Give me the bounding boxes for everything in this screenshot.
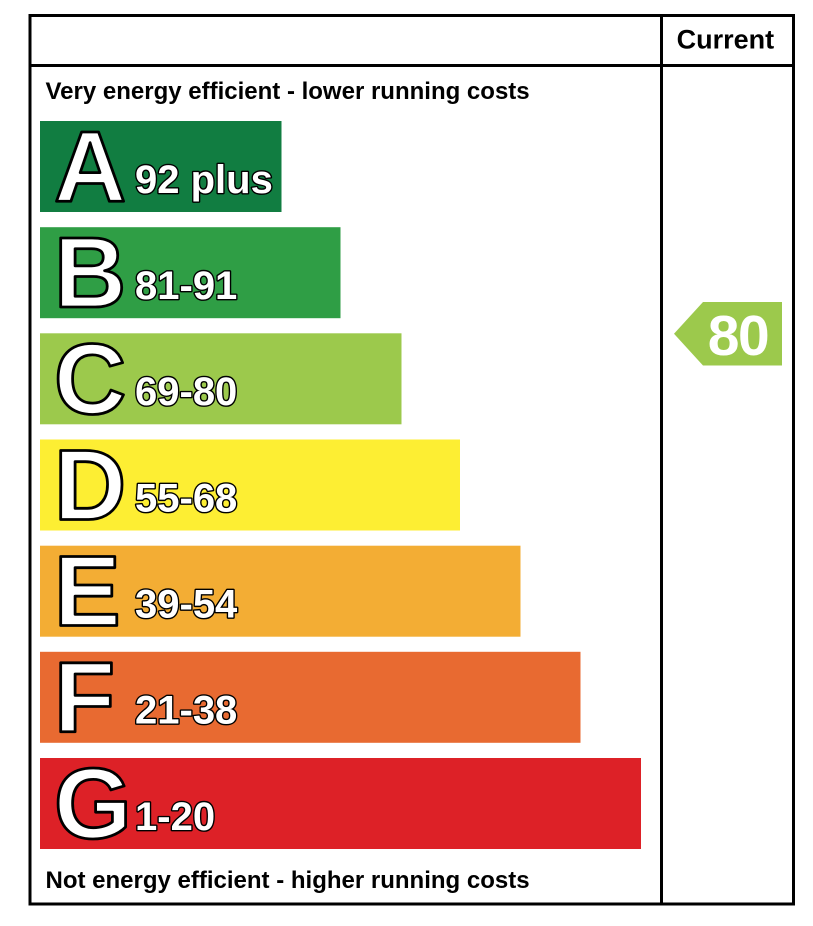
- svg-text:1-20: 1-20: [135, 795, 215, 839]
- svg-text:92 plus: 92 plus: [135, 158, 273, 202]
- svg-text:21-38: 21-38: [135, 689, 237, 733]
- svg-text:G: G: [54, 748, 132, 860]
- svg-text:C: C: [54, 323, 126, 435]
- svg-text:80: 80: [708, 304, 768, 368]
- svg-text:A: A: [54, 111, 126, 223]
- svg-text:81-91: 81-91: [135, 264, 237, 308]
- svg-text:Very energy efficient - lower: Very energy efficient - lower running co…: [46, 78, 530, 105]
- svg-text:F: F: [54, 642, 115, 754]
- svg-text:39-54: 39-54: [135, 583, 238, 627]
- svg-text:E: E: [54, 536, 121, 648]
- svg-text:55-68: 55-68: [135, 476, 237, 520]
- svg-text:B: B: [54, 217, 126, 329]
- svg-text:Not energy efficient - higher: Not energy efficient - higher running co…: [46, 867, 530, 894]
- svg-text:69-80: 69-80: [135, 370, 237, 414]
- svg-text:Current: Current: [677, 24, 775, 54]
- svg-text:D: D: [54, 430, 126, 542]
